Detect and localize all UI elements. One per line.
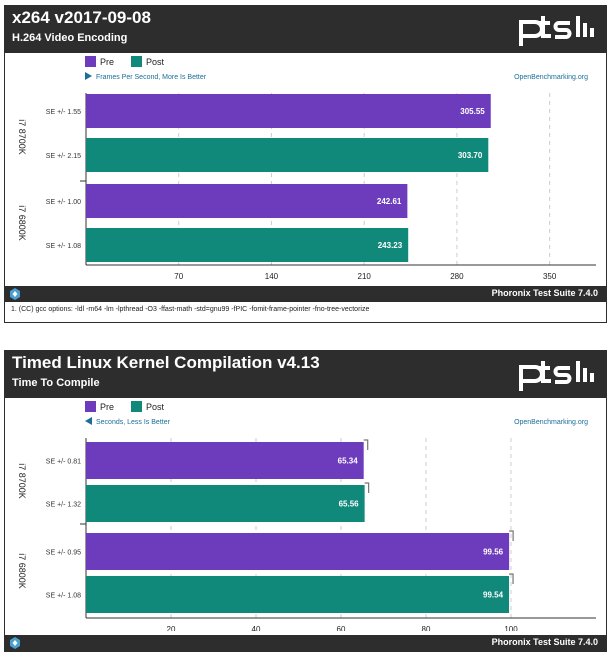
bar-value-label: 65.34: [338, 457, 359, 466]
pts-logo-icon: [519, 361, 594, 391]
chart-panel-kernel-compile: Timed Linux Kernel Compilation v4.13 Tim…: [4, 350, 607, 652]
bar-pre: [86, 533, 510, 570]
se-label: SE +/- 1.08: [46, 243, 81, 250]
bar-pre: [86, 94, 491, 128]
metric-note: Frames Per Second, More Is Better: [96, 74, 207, 81]
chart-title: x264 v2017-09-08: [12, 8, 151, 27]
x-tick-label: 70: [174, 272, 183, 281]
plot-area: Pre Post Seconds, Less Is Better OpenBenchm…: [17, 401, 596, 631]
direction-arrow-icon: [85, 417, 92, 425]
se-label: SE +/- 2.15: [46, 153, 81, 160]
chart-subtitle: H.264 Video Encoding: [12, 32, 128, 44]
x-tick-label: 80: [422, 625, 431, 631]
chart-header: Timed Linux Kernel Compilation v4.13 Tim…: [5, 351, 606, 398]
group-label: i7 8700K: [17, 463, 27, 499]
x-tick-label: 280: [450, 272, 464, 281]
error-bar: [363, 439, 369, 450]
x-tick-label: 20: [167, 625, 176, 631]
legend-label-pre: Pre: [100, 57, 114, 67]
error-bar: [509, 573, 514, 584]
se-label: SE +/- 1.32: [46, 502, 81, 509]
se-label: SE +/- 1.00: [46, 199, 81, 206]
compiler-note: 1. (CC) gcc options: -ldl -m64 -lm -lpth…: [11, 306, 370, 313]
footer-version: Phoronix Test Suite 7.4.0: [491, 637, 598, 647]
metric-note: Seconds, Less Is Better: [96, 419, 171, 426]
chart-footer: Phoronix Test Suite 7.4.0: [5, 635, 606, 651]
bar-value-label: 242.61: [377, 197, 402, 206]
bar-value-label: 243.23: [378, 241, 403, 250]
group-label: i7 6800K: [17, 553, 27, 589]
x-tick-label: 350: [543, 272, 557, 281]
se-label: SE +/- 0.81: [46, 459, 81, 466]
bar-post: [86, 138, 489, 172]
bar-post: [86, 485, 365, 522]
chart-title: Timed Linux Kernel Compilation v4.13: [12, 353, 320, 372]
chart-panel-x264: x264 v2017-09-08 H.264 Video Encoding Pr…: [4, 5, 607, 323]
chart-subtitle: Time To Compile: [12, 377, 100, 389]
watermark: OpenBenchmarking.org: [514, 74, 588, 81]
legend-label-pre: Pre: [100, 402, 114, 412]
direction-arrow-icon: [85, 72, 92, 80]
pts-logo-icon: [519, 16, 594, 46]
bar-pre: [86, 184, 408, 218]
legend-swatch-post: [131, 401, 142, 412]
watermark: OpenBenchmarking.org: [514, 419, 588, 426]
bar-post: [86, 228, 409, 262]
legend-swatch-pre: [85, 401, 96, 412]
bar-post: [86, 576, 510, 613]
error-bar: [509, 530, 514, 541]
bar-value-label: 65.56: [339, 500, 360, 509]
legend-swatch-post: [131, 56, 142, 67]
bar-pre: [86, 442, 364, 479]
legend-swatch-pre: [85, 56, 96, 67]
group-label: i7 6800K: [17, 205, 27, 241]
chart-footer: Phoronix Test Suite 7.4.0: [5, 286, 606, 302]
group-label: i7 8700K: [17, 119, 27, 155]
se-label: SE +/- 1.55: [46, 109, 81, 116]
chart-header: x264 v2017-09-08 H.264 Video Encoding: [5, 6, 606, 53]
x-tick-label: 60: [337, 625, 346, 631]
openbenchmarking-icon: [10, 288, 20, 300]
bar-value-label: 99.54: [483, 591, 504, 600]
error-bar: [364, 482, 370, 493]
legend-label-post: Post: [146, 402, 165, 412]
bar-value-label: 305.55: [460, 107, 485, 116]
x-tick-label: 40: [252, 625, 261, 631]
openbenchmarking-icon: [10, 637, 20, 649]
x-tick-label: 210: [358, 272, 372, 281]
plot-area: Pre Post Frames Per Second, More Is Better…: [17, 56, 596, 281]
footer-version: Phoronix Test Suite 7.4.0: [491, 288, 598, 298]
x-tick-label: 140: [265, 272, 279, 281]
se-label: SE +/- 0.95: [46, 550, 81, 557]
x-tick-label: 100: [504, 625, 518, 631]
bar-value-label: 303.70: [458, 151, 483, 160]
legend-label-post: Post: [146, 57, 165, 67]
se-label: SE +/- 1.08: [46, 593, 81, 600]
bar-value-label: 99.56: [483, 548, 504, 557]
